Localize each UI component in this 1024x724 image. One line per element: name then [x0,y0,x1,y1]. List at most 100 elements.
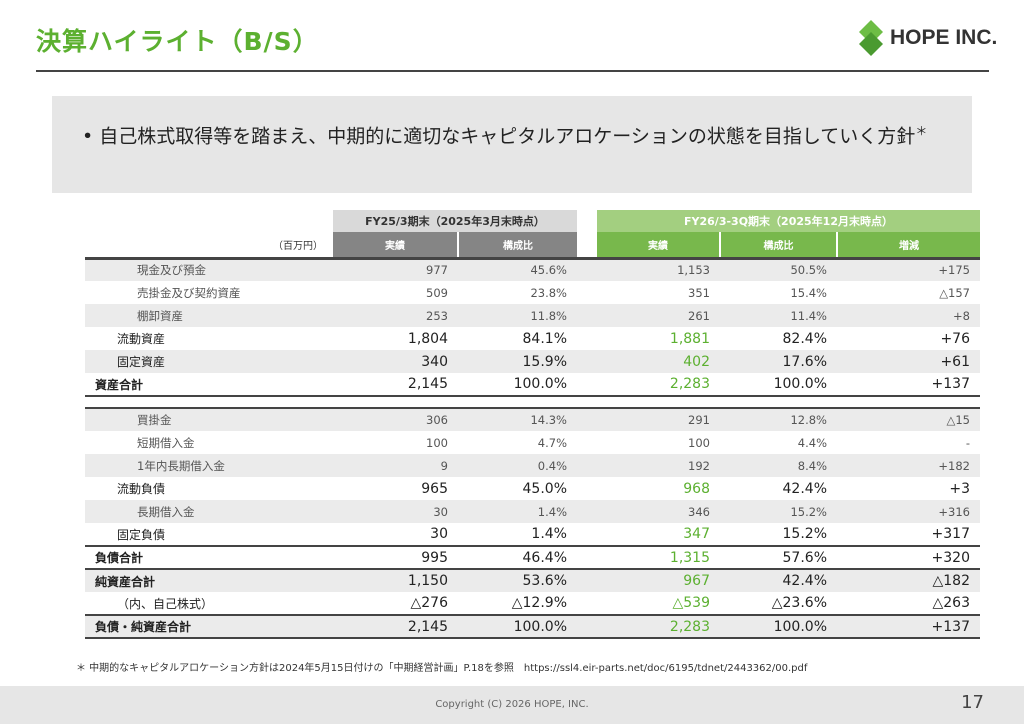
curr-actual-cell: 351 [688,285,710,300]
col-header: 増減 [837,232,980,260]
change-cell: +320 [837,546,980,570]
change-cell: △157 [939,285,970,300]
change-cell: +175 [938,263,970,278]
table-row: 負債合計 995 46.4% 1,315 57.6% +320 [85,546,980,570]
curr-ratio-cell: 8.4% [797,458,827,473]
table-row: 1年内長期借入金 9 0.4% 192 8.4% +182 [85,454,980,477]
curr-ratio-cell: 42.4% [782,480,827,497]
change-cell: +137 [837,615,980,639]
row-label: 負債合計 [85,546,333,570]
change-cell: +317 [837,523,980,547]
table-row: 買掛金 306 14.3% 291 12.8% △15 [85,408,980,431]
table-row: 純資産合計 1,150 53.6% 967 42.4% △182 [85,569,980,592]
curr-actual-cell: 967 [683,573,710,589]
curr-ratio-cell: 82.4% [782,330,827,347]
curr-actual-cell: 346 [688,504,710,519]
curr-ratio-cell: 15.2% [790,504,827,519]
change-cell: △15 [946,413,970,427]
footnote-mark: ＊ [915,124,928,138]
col-header: 実績 [333,232,459,260]
prev-actual-cell: 30 [333,523,458,547]
curr-actual-cell: 347 [597,523,720,547]
prev-actual-cell: 965 [421,480,448,497]
logo-text: HOPE INC. [890,26,998,49]
curr-ratio-cell: 57.6% [720,546,837,570]
curr-actual-cell: 1,881 [669,330,710,347]
col-header: 構成比 [458,232,577,260]
row-label: 買掛金 [137,413,172,427]
curr-ratio-cell: 11.4% [790,308,827,323]
prev-actual-cell: 1,804 [407,330,448,347]
message-text: 自己株式取得等を踏まえ、中期的に適切なキャピタルアロケーションの状態を目指してい… [99,125,916,148]
table-row: 長期借入金 30 1.4% 346 15.2% +316 [85,500,980,523]
prev-ratio-cell: 14.3% [530,413,567,427]
prev-ratio-cell: 45.6% [530,263,567,278]
prev-actual-cell: 9 [440,458,448,473]
table-row: 固定負債 30 1.4% 347 15.2% +317 [85,523,980,547]
curr-actual-cell: 2,283 [669,376,710,392]
row-label: 売掛金及び契約資産 [137,285,241,300]
prev-actual-cell: 977 [426,263,448,278]
prev-ratio-cell: 45.0% [522,480,567,497]
prev-actual-cell: 100 [426,435,448,450]
change-cell: +3 [949,480,970,497]
group-header-curr: FY26/3-3Q期末（2025年12月末時点） [597,210,980,232]
balance-sheet-table: FY25/3期末（2025年3月末時点） FY26/3-3Q期末（2025年12… [85,210,980,639]
row-label: 1年内長期借入金 [137,458,225,473]
change-cell: +8 [953,308,970,323]
prev-actual-cell: 306 [426,413,448,427]
table-row: 資産合計 2,145 100.0% 2,283 100.0% +137 [85,373,980,396]
row-label: 現金及び預金 [137,263,206,278]
company-logo: HOPE INC. [858,20,997,56]
unit-label: （百万円） [85,232,333,260]
curr-ratio-cell: 17.6% [782,353,827,370]
table-row: 棚卸資産 253 11.8% 261 11.4% +8 [85,304,980,327]
col-header: 実績 [597,232,721,260]
prev-ratio-cell: 100.0% [513,376,567,392]
curr-actual-cell: 2,283 [597,615,720,639]
footer: Copyright (C) 2026 HOPE, INC. 17 [0,686,1024,724]
prev-ratio-cell: 53.6% [522,573,567,589]
change-cell: +61 [940,353,970,370]
table-row: （内、自己株式） △276 △12.9% △539 △23.6% △263 [85,592,980,616]
prev-ratio-cell: 1.4% [458,523,577,547]
change-cell: +316 [938,504,970,519]
prev-ratio-cell: 0.4% [537,458,567,473]
prev-actual-cell: 340 [421,353,448,370]
section-divider [85,395,980,409]
row-label: 固定資産 [117,355,166,369]
row-label: 純資産合計 [95,574,156,589]
table-row: 固定資産 340 15.9% 402 17.6% +61 [85,350,980,373]
curr-actual-cell: △539 [597,592,720,616]
curr-actual-cell: 192 [688,458,710,473]
prev-actual-cell: 1,150 [407,573,448,589]
curr-ratio-cell: 50.5% [790,263,827,278]
page-title: 決算ハイライト（B/S） [36,27,319,56]
row-label: 固定負債 [85,523,333,547]
row-label: 流動資産 [117,332,166,346]
curr-ratio-cell: 15.4% [790,285,827,300]
key-message: • 自己株式取得等を踏まえ、中期的に適切なキャピタルアロケーションの状態を目指し… [52,96,972,193]
change-cell: +182 [938,458,970,473]
copyright: Copyright (C) 2026 HOPE, INC. [435,699,589,710]
curr-ratio-cell: 12.8% [790,413,827,427]
row-label: 棚卸資産 [137,308,183,323]
prev-ratio-cell: 1.4% [537,504,567,519]
prev-ratio-cell: 100.0% [458,615,577,639]
curr-actual-cell: 1,153 [677,263,710,278]
row-label: 負債・純資産合計 [85,615,333,639]
row-label: 流動負債 [117,482,166,496]
prev-actual-cell: 2,145 [333,615,458,639]
table-row: 流動資産 1,804 84.1% 1,881 82.4% +76 [85,327,980,350]
change-cell: △263 [837,592,980,616]
prev-actual-cell: 30 [433,504,448,519]
change-cell: +76 [940,330,970,347]
change-cell: △182 [932,573,971,589]
curr-ratio-cell: 15.2% [720,523,837,547]
curr-actual-cell: 261 [688,308,710,323]
prev-actual-cell: 995 [333,546,458,570]
footnote: ＊ 中期的なキャピタルアロケーション方針は2024年5月15日付けの「中期経営計… [76,663,808,674]
prev-ratio-cell: 23.8% [530,285,567,300]
table-row: 売掛金及び契約資産 509 23.8% 351 15.4% △157 [85,281,980,304]
prev-ratio-cell: △12.9% [458,592,577,616]
